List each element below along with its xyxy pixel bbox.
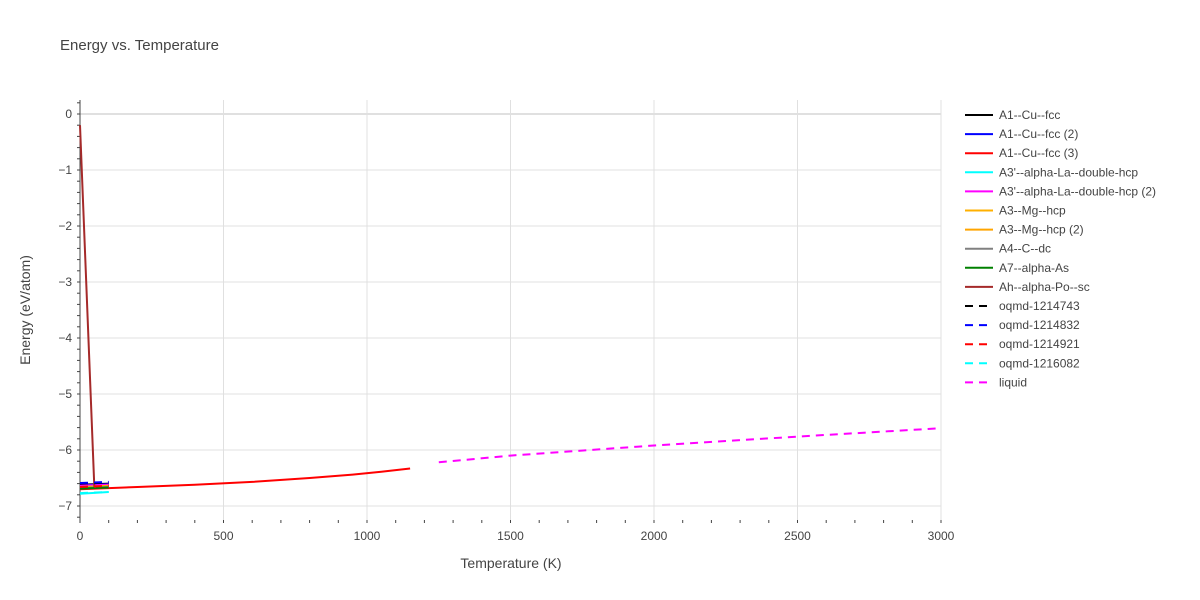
legend-entry: A1--Cu--fcc (3) — [999, 146, 1078, 160]
legend-entry: A3'--alpha-La--double-hcp (2) — [999, 184, 1156, 198]
legend-entry: oqmd-1214832 — [999, 318, 1080, 332]
legend-entry: A3--Mg--hcp (2) — [999, 223, 1084, 237]
series-line-14 — [438, 427, 942, 464]
grid — [80, 100, 942, 520]
series-line-11 — [79, 480, 109, 484]
y-tick-label: −2 — [58, 219, 72, 233]
legend: A1--Cu--fcc A1--Cu--fcc (2) A1--Cu--fcc (3… — [965, 108, 1156, 389]
series-line-8 — [79, 486, 109, 490]
legend-entry: A1--Cu--fcc — [999, 108, 1060, 122]
y-tick-label: −3 — [58, 275, 72, 289]
y-tick-label: −7 — [58, 499, 72, 513]
legend-entry: oqmd-1216082 — [999, 356, 1080, 370]
y-tick-label: −5 — [58, 387, 72, 401]
y-axis-title: Energy (eV/atom) — [17, 255, 33, 365]
x-tick-label: 0 — [77, 529, 84, 543]
y-tick-label: −4 — [58, 331, 72, 345]
y-tick-label: −6 — [58, 443, 72, 457]
y-tick-label: −1 — [58, 163, 72, 177]
legend-entry: liquid — [999, 375, 1027, 389]
x-tick-label: 3000 — [928, 529, 955, 543]
y-tick-label: 0 — [65, 107, 72, 121]
x-tick-label: 2500 — [784, 529, 811, 543]
legend-entry: Ah--alpha-Po--sc — [999, 280, 1090, 294]
series-line-9 — [79, 125, 97, 489]
legend-entry: A3--Mg--hcp — [999, 204, 1066, 218]
x-axis-title: Temperature (K) — [460, 555, 561, 571]
x-tick-label: 1000 — [354, 529, 381, 543]
chart-title: Energy vs. Temperature — [60, 37, 219, 54]
series-line-12 — [79, 484, 109, 488]
x-tick-label: 1500 — [497, 529, 524, 543]
series-line-13 — [79, 491, 109, 495]
legend-entry: oqmd-1214921 — [999, 337, 1080, 351]
legend-entry: A4--C--dc — [999, 242, 1051, 256]
x-tick-label: 500 — [213, 529, 233, 543]
legend-entry: A3'--alpha-La--double-hcp — [999, 165, 1138, 179]
y-ticks: 0 −1 −2 −3 −4 −5 −6 −7 — [58, 102, 80, 518]
x-tick-label: 2000 — [641, 529, 668, 543]
legend-entry: oqmd-1214743 — [999, 299, 1080, 313]
legend-entry: A1--Cu--fcc (2) — [999, 127, 1078, 141]
legend-entry: A7--alpha-As — [999, 261, 1069, 275]
plot-area — [79, 125, 942, 495]
series-line-2 — [79, 467, 411, 491]
x-ticks: 0 500 1000 1500 2000 2500 3000 — [77, 520, 955, 543]
